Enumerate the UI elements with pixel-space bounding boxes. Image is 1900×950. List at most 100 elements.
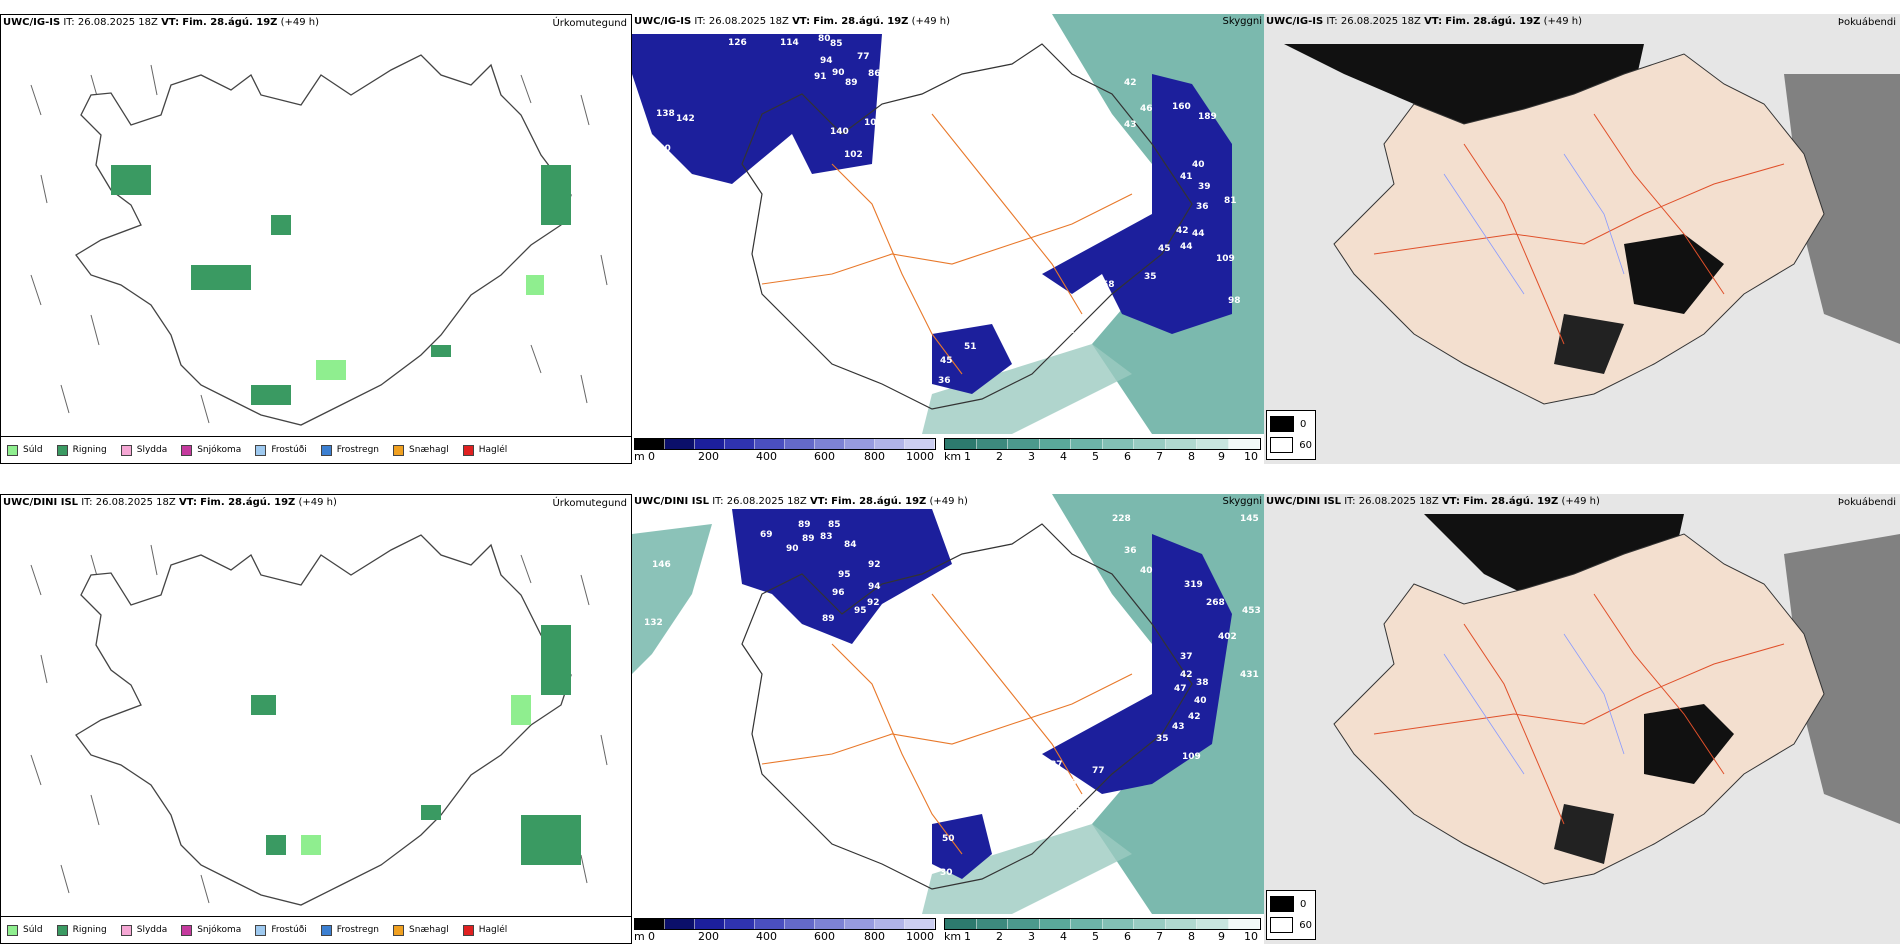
vis-label: 102 (844, 150, 863, 160)
legend-item: Snjókoma (181, 444, 241, 456)
low-cloud-nw (732, 509, 952, 644)
legend-item: Haglél (462, 444, 507, 456)
vis-label: 142 (676, 114, 695, 124)
km-tick: 5 (1092, 930, 1099, 943)
vis-label: 42 (1176, 226, 1189, 236)
height-tick: 800 (864, 450, 885, 463)
vis-label: 43 (1124, 120, 1137, 130)
km-tick: 6 (1124, 450, 1131, 463)
fog-legend-row: 60 (1270, 437, 1312, 453)
vis-label: 89 (798, 520, 811, 530)
vis-label: 96 (832, 588, 845, 598)
height-tick: 600 (814, 450, 835, 463)
km-tick: 4 (1060, 930, 1067, 943)
iceland-fog-map (1264, 14, 1900, 464)
vis-label: 98 (1228, 296, 1241, 306)
dark-fog-south (1554, 804, 1614, 864)
panel-title: UWC/DINI ISL IT: 26.08.2025 18Z VT: Fim.… (634, 496, 968, 507)
vis-label: 95 (838, 570, 851, 580)
km-tick: 2 (996, 930, 1003, 943)
vis-label: 319 (1184, 580, 1203, 590)
vis-label: 189 (1198, 112, 1217, 122)
dark-fog-inland (1644, 704, 1734, 784)
visibility-panel-1: UWC/IG-IS IT: 26.08.2025 18Z VT: Fim. 28… (632, 14, 1264, 464)
vis-label: 44 (890, 216, 903, 226)
vis-label: 130 (652, 144, 671, 154)
iceland-outline (741, 523, 1193, 890)
sea-fog-sw (922, 824, 1132, 914)
swatch (1270, 917, 1294, 933)
vis-label: 42 (1180, 670, 1193, 680)
vis-label: 145 (1240, 514, 1259, 524)
swatch (120, 444, 132, 456)
vis-label: 44 (1180, 242, 1193, 252)
km-tick: 8 (1188, 930, 1195, 943)
km-tick: 2 (996, 450, 1003, 463)
swatch (462, 444, 474, 456)
fog-legend: 0 60 (1266, 410, 1316, 460)
vis-label: 69 (792, 194, 805, 204)
swatch (7, 924, 18, 936)
km-cells (944, 918, 1261, 930)
swatch (1270, 416, 1294, 432)
height-tick: 400 (756, 930, 777, 943)
vis-label: 93 (890, 90, 903, 100)
vis-label: 431 (1240, 670, 1259, 680)
iceland-visibility-map (632, 494, 1264, 919)
panel-title: UWC/IG-IS IT: 26.08.2025 18Z VT: Fim. 28… (634, 16, 951, 27)
iceland-land (1333, 533, 1825, 885)
dark-fog-inland (1624, 234, 1724, 314)
panel-title: UWC/IG-IS IT: 26.08.2025 18Z VT: Fim. 28… (1266, 16, 1583, 27)
precip-legend: Súld Rigning Slydda Snjókoma Frostúði Fr… (1, 436, 631, 463)
iceland-fog-map (1264, 494, 1900, 944)
legend-item: Súld (7, 924, 43, 936)
legend-item: Haglél (462, 924, 507, 936)
vis-label: 45 (940, 356, 953, 366)
vis-label: 94 (868, 582, 881, 592)
vis-label: 85 (828, 520, 841, 530)
dark-fog-south (1554, 314, 1624, 374)
km-tick: 4 (1060, 450, 1067, 463)
swatch (181, 444, 193, 456)
height-tick: 400 (756, 450, 777, 463)
vis-label: 92 (868, 560, 881, 570)
grey-fog-east (1784, 534, 1900, 824)
height-tick: 1000 (906, 930, 934, 943)
km-tick: 8 (1188, 450, 1195, 463)
vis-label: 77 (857, 52, 870, 62)
vis-label: 109 (1182, 752, 1201, 762)
swatch (1270, 437, 1294, 453)
km-tick: 5 (1092, 450, 1099, 463)
swatch (56, 444, 68, 456)
legend-item: Frostregn (320, 444, 379, 456)
km-colorbar: km 1 2 3 4 5 6 7 8 9 10 (944, 438, 1261, 463)
vis-label: 402 (1218, 632, 1237, 642)
legend-item: Frostúði (255, 924, 307, 936)
vis-label: 84 (844, 540, 857, 550)
vis-label: 54 (843, 274, 856, 284)
vis-label: 91 (812, 638, 825, 648)
iceland-outline (75, 534, 572, 906)
vis-label: 36 (1196, 202, 1209, 212)
vis-label: 36 (1124, 546, 1137, 556)
vis-label: 84 (887, 40, 900, 50)
swatch (393, 924, 405, 936)
height-tick: 200 (698, 450, 719, 463)
swatch (320, 924, 332, 936)
vis-label: 90 (832, 68, 845, 78)
sea-fog-w (632, 524, 712, 674)
height-unit: m (634, 450, 645, 463)
fog-panel-2: UWC/DINI ISL IT: 26.08.2025 18Z VT: Fim.… (1264, 494, 1900, 944)
vis-label: 38 (1196, 678, 1209, 688)
vis-label: 96 (1024, 276, 1037, 286)
km-tick: 10 (1244, 450, 1258, 463)
vis-label: 94 (820, 56, 833, 66)
height-tick: 1000 (906, 450, 934, 463)
km-colorbar: km 1 2 3 4 5 6 7 8 9 10 (944, 918, 1261, 943)
legend-item: Rigning (56, 924, 107, 936)
height-cells (634, 918, 936, 930)
iceland-outline (741, 43, 1193, 410)
vis-label: 42 (1188, 712, 1201, 722)
vis-label: 90 (786, 544, 799, 554)
swatch (393, 444, 405, 456)
